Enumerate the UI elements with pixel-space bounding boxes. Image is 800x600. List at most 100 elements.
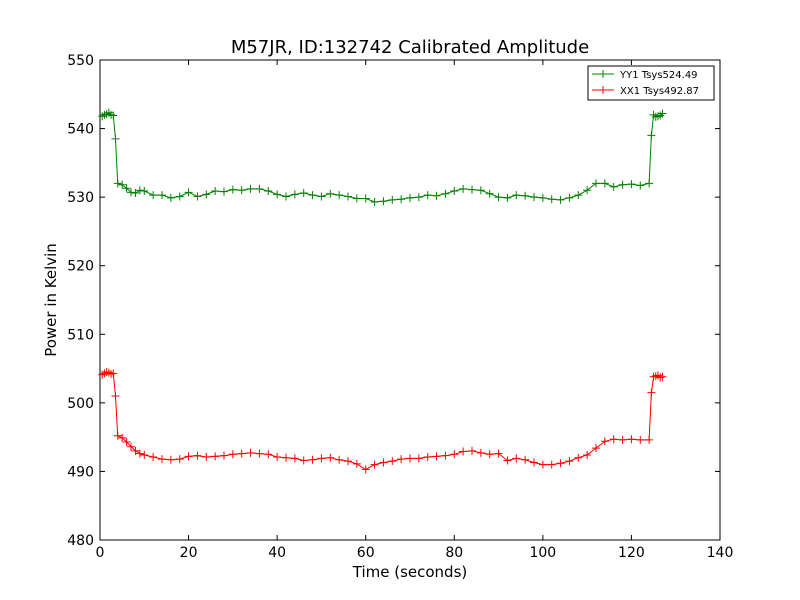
data-point	[609, 182, 618, 191]
x-tick-label: 0	[96, 545, 105, 561]
data-point	[556, 459, 565, 468]
data-point	[530, 193, 538, 202]
data-point	[645, 435, 654, 444]
data-point	[113, 179, 122, 188]
data-point	[317, 192, 326, 201]
series-yy1	[98, 108, 667, 206]
data-point	[118, 180, 127, 189]
x-tick-label: 80	[445, 545, 463, 561]
data-point	[202, 453, 211, 462]
data-point	[647, 131, 656, 140]
y-tick-label: 530	[67, 190, 94, 206]
data-point	[202, 190, 211, 199]
data-point	[476, 448, 485, 457]
data-point	[149, 191, 158, 200]
data-point	[459, 184, 468, 193]
data-point	[441, 451, 450, 460]
data-point	[512, 191, 521, 200]
data-point	[193, 192, 202, 201]
data-point	[618, 435, 627, 444]
data-point	[111, 134, 120, 143]
chart-title: M57JR, ID:132742 Calibrated Amplitude	[231, 37, 589, 58]
x-tick-label: 40	[268, 545, 286, 561]
data-point	[406, 454, 414, 463]
data-point	[166, 455, 175, 464]
y-tick-label: 500	[67, 396, 94, 412]
x-tick-label: 20	[180, 545, 198, 561]
data-point	[211, 452, 220, 461]
data-point	[494, 193, 503, 202]
data-point	[547, 195, 556, 204]
data-point	[228, 185, 237, 194]
data-point	[647, 388, 656, 397]
data-point	[503, 456, 512, 465]
data-point	[158, 191, 166, 200]
data-point	[450, 186, 459, 195]
data-point	[228, 450, 237, 459]
x-tick-label: 100	[529, 545, 556, 561]
data-point	[299, 456, 308, 465]
x-tick-label: 120	[618, 545, 645, 561]
data-point	[131, 446, 140, 455]
tick-label-layer: 0 20 40 60 80 100 120 140 480 490 500 510 520 530 540 5…	[67, 53, 733, 561]
data-point	[592, 179, 600, 188]
data-point	[308, 455, 317, 464]
data-point	[282, 453, 290, 462]
data-point	[574, 191, 583, 200]
data-point	[512, 454, 521, 463]
data-point	[237, 186, 246, 195]
data-point	[166, 193, 175, 202]
data-point	[127, 442, 135, 451]
data-point	[521, 455, 530, 464]
data-point	[600, 437, 609, 446]
data-point	[193, 451, 202, 460]
data-point	[450, 450, 459, 459]
legend-box	[587, 65, 715, 101]
data-point	[530, 458, 538, 467]
legend-marker	[599, 70, 607, 78]
x-tick-label: 60	[357, 545, 375, 561]
data-point	[441, 189, 450, 198]
data-point	[361, 465, 370, 474]
plot-area	[98, 59, 721, 541]
data-point	[175, 192, 184, 201]
data-point	[414, 454, 423, 463]
data-point	[379, 197, 388, 206]
data-point	[627, 435, 636, 444]
data-point	[538, 460, 547, 469]
data-point	[565, 457, 574, 466]
data-point	[485, 450, 494, 459]
data-point	[627, 180, 636, 189]
legend: YY1 Tsys524.49 XX1 Tsys492.87	[587, 65, 715, 101]
data-point	[379, 458, 388, 467]
data-point	[565, 193, 574, 202]
plot-frame	[99, 59, 721, 541]
data-point	[423, 191, 432, 200]
data-point	[109, 111, 118, 120]
data-point	[282, 192, 290, 201]
data-point	[290, 454, 299, 463]
data-point	[140, 186, 149, 195]
data-point	[476, 186, 485, 195]
data-point	[600, 179, 609, 188]
data-point	[352, 194, 361, 203]
data-point	[264, 186, 273, 195]
data-point	[645, 179, 654, 188]
data-point	[574, 453, 583, 462]
data-point	[326, 453, 335, 462]
legend-label: YY1 Tsys524.49	[619, 70, 698, 81]
data-point	[335, 191, 344, 200]
data-point	[264, 450, 273, 459]
x-tick-label: 140	[707, 545, 734, 561]
series-xx1	[98, 368, 667, 474]
data-point	[388, 195, 397, 204]
data-point	[122, 437, 131, 446]
data-point	[220, 451, 228, 460]
data-point	[290, 190, 299, 199]
data-point	[344, 457, 352, 466]
data-point	[388, 457, 397, 466]
data-point	[432, 452, 441, 461]
data-point	[131, 189, 140, 198]
data-point	[111, 392, 120, 400]
data-point	[344, 192, 352, 201]
